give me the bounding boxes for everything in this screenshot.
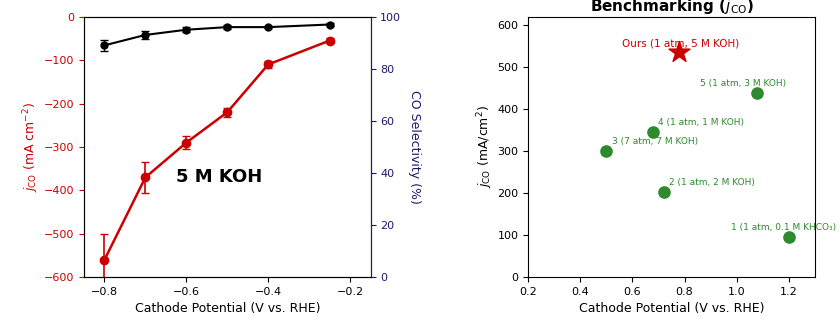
Text: Ours (1 atm, 5 M KOH): Ours (1 atm, 5 M KOH) bbox=[622, 38, 739, 48]
Y-axis label: CO Selectivity (%): CO Selectivity (%) bbox=[407, 90, 421, 204]
Y-axis label: $j_{\rm CO}$ (mA/cm$^{2}$): $j_{\rm CO}$ (mA/cm$^{2}$) bbox=[475, 106, 495, 188]
Point bbox=[782, 234, 795, 240]
Y-axis label: $j_{\rm CO}$ (mA cm$^{-2}$): $j_{\rm CO}$ (mA cm$^{-2}$) bbox=[21, 102, 41, 192]
X-axis label: Cathode Potential (V vs. RHE): Cathode Potential (V vs. RHE) bbox=[579, 303, 764, 316]
Point bbox=[647, 130, 660, 135]
Title: Benchmarking ($j_{\rm CO}$): Benchmarking ($j_{\rm CO}$) bbox=[590, 0, 753, 16]
Point bbox=[600, 149, 613, 154]
Text: 4 (1 atm, 1 M KOH): 4 (1 atm, 1 M KOH) bbox=[659, 118, 744, 127]
Text: 2 (1 atm, 2 M KOH): 2 (1 atm, 2 M KOH) bbox=[669, 178, 755, 187]
Text: 5 M KOH: 5 M KOH bbox=[176, 168, 262, 186]
Point bbox=[657, 189, 670, 195]
Point bbox=[673, 50, 686, 55]
Text: 3 (7 atm, 7 M KOH): 3 (7 atm, 7 M KOH) bbox=[612, 137, 698, 146]
X-axis label: Cathode Potential (V vs. RHE): Cathode Potential (V vs. RHE) bbox=[134, 303, 320, 316]
Text: 1 (1 atm, 0.1 M KHCO₃): 1 (1 atm, 0.1 M KHCO₃) bbox=[732, 223, 837, 232]
Text: 5 (1 atm, 3 M KOH): 5 (1 atm, 3 M KOH) bbox=[701, 79, 786, 88]
Point bbox=[751, 91, 764, 96]
